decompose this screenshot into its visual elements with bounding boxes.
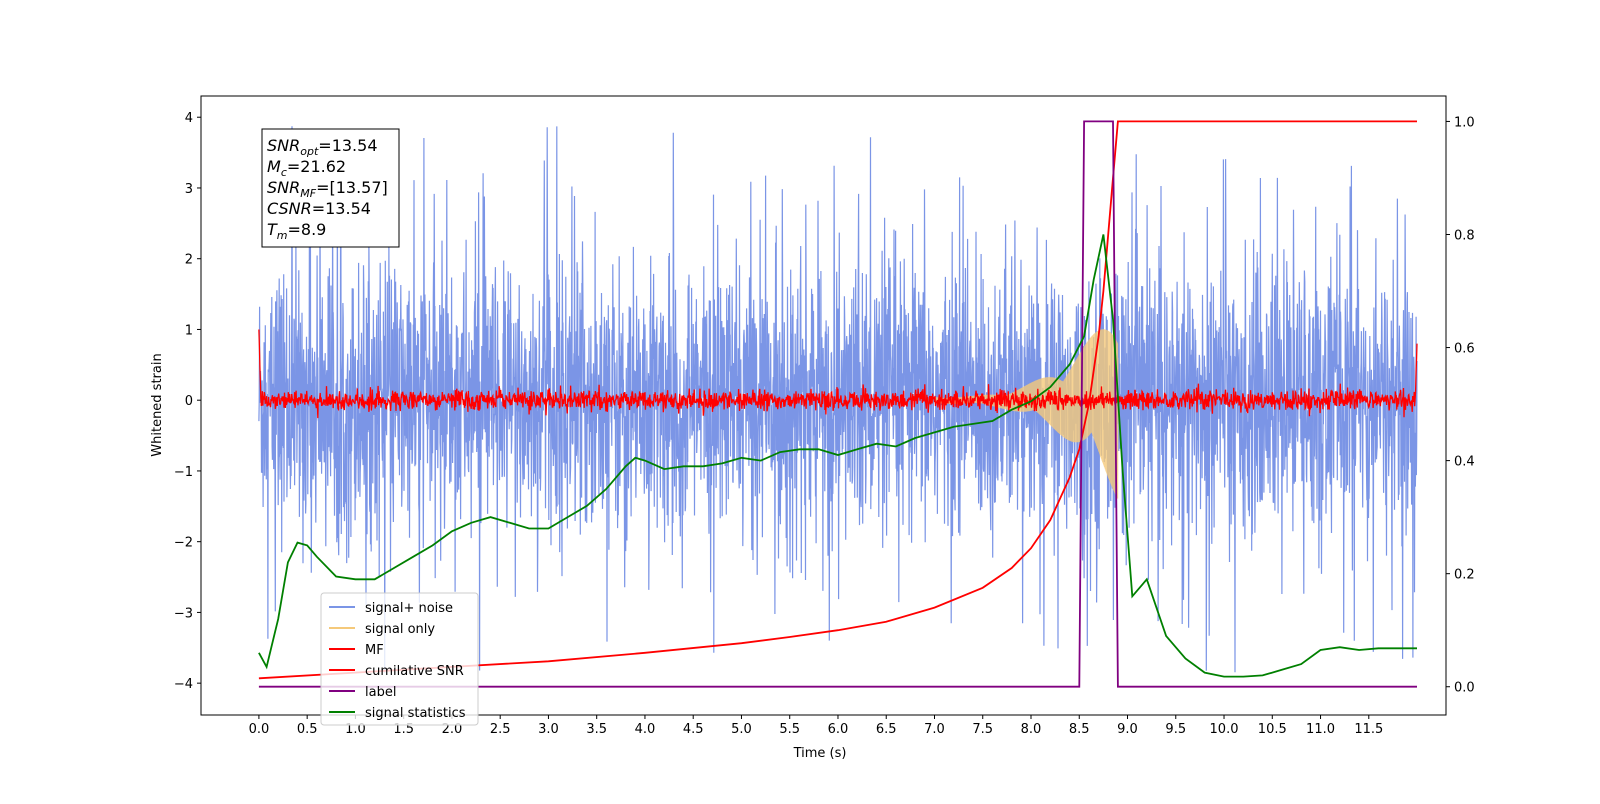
annotation-symbol: SNR <box>267 136 300 155</box>
plot-frame <box>200 95 1447 716</box>
annotation-symbol: T <box>267 220 278 239</box>
x-tick-label: 6.5 <box>876 722 897 737</box>
x-tick-label: 4.5 <box>683 722 704 737</box>
annotation-line: Tm=8.9 <box>267 220 326 242</box>
y-tick-label: −4 <box>174 677 193 692</box>
annotation-value: =21.62 <box>287 157 346 176</box>
y-right-tick-label: 0.2 <box>1454 568 1475 583</box>
annotation-line: SNRopt=13.54 <box>267 136 378 158</box>
legend: signal+ noise signal only MF cumilative SNR… <box>320 592 479 726</box>
annotation-symbol: SNR <box>267 178 300 197</box>
y-right-tick-label: 0.8 <box>1454 228 1475 243</box>
x-tick-label: 1.0 <box>345 722 366 737</box>
y-axis-title: Whitened strain <box>150 353 165 456</box>
x-tick-label: 3.0 <box>538 722 559 737</box>
legend-label-label: label <box>365 685 396 700</box>
annotation-value: =13.54 <box>312 199 371 218</box>
annotation-line: CSNR=13.54 <box>267 199 371 218</box>
y-tick-label: −1 <box>174 465 193 480</box>
y-right-tick-label: 1.0 <box>1454 115 1475 130</box>
axes-layer: 0.0 0.5 1.0 1.5 2.0 2.5 3.0 3.5 4.0 4.5 5.0 5.5 6.0 6… <box>174 111 1475 737</box>
x-tick-label: 6.0 <box>828 722 849 737</box>
x-tick-label: 2.0 <box>442 722 463 737</box>
x-tick-label: 7.5 <box>972 722 993 737</box>
annotation-line: SNRMF=[13.57] <box>267 178 388 200</box>
x-tick-label: 10.0 <box>1210 722 1239 737</box>
annotation-symbol: M <box>267 157 281 176</box>
y-tick-label: 3 <box>185 182 193 197</box>
series-mf <box>258 329 1418 419</box>
legend-frame <box>320 592 479 726</box>
annotation-frame <box>261 128 400 248</box>
x-tick-label: 8.0 <box>1021 722 1042 737</box>
y-tick-label: 0 <box>185 394 193 409</box>
x-tick-label: 8.5 <box>1069 722 1090 737</box>
x-tick-label: 7.0 <box>924 722 945 737</box>
annotation-symbol: CSNR <box>267 199 312 218</box>
legend-label-cumilative-snr: cumilative SNR <box>365 664 464 679</box>
x-axis-title: Time (s) <box>793 746 847 761</box>
x-tick-label: 1.5 <box>393 722 414 737</box>
x-tick-label: 9.0 <box>1117 722 1138 737</box>
y-tick-label: −2 <box>174 536 193 551</box>
legend-label-signal-statistics: signal statistics <box>365 706 466 721</box>
series-signal-noise <box>258 126 1418 673</box>
annotation-line: Mc=21.62 <box>267 157 346 179</box>
series-signal-statistics <box>258 234 1417 678</box>
x-tick-label: 5.0 <box>731 722 752 737</box>
annotation-value: =8.9 <box>288 220 327 239</box>
annotation-subscript: c <box>281 166 287 179</box>
legend-label-signal-noise: signal+ noise <box>365 601 453 616</box>
annotation-value: =13.54 <box>318 136 377 155</box>
annotation-subscript: m <box>277 229 288 242</box>
x-tick-label: 2.5 <box>490 722 511 737</box>
series-label <box>258 120 1417 688</box>
plot-layer <box>258 120 1418 688</box>
y-tick-label: 2 <box>185 253 193 268</box>
x-tick-label: 0.5 <box>297 722 318 737</box>
y-tick-label: −3 <box>174 606 193 621</box>
series-cumilative-snr <box>258 120 1417 680</box>
x-tick-label: 4.0 <box>635 722 656 737</box>
y-right-tick-label: 0.6 <box>1454 342 1475 357</box>
x-tick-label: 3.5 <box>586 722 607 737</box>
y-tick-label: 4 <box>185 111 193 126</box>
annotation-value: =[13.57] <box>316 178 388 197</box>
x-tick-label: 0.0 <box>249 722 270 737</box>
x-tick-label: 10.5 <box>1258 722 1287 737</box>
annotation-box: SNRopt=13.54Mc=21.62SNRMF=[13.57]CSNR=13… <box>261 128 400 248</box>
annotation-subscript: MF <box>300 187 316 200</box>
annotation-subscript: opt <box>300 145 319 158</box>
x-tick-label: 5.5 <box>779 722 800 737</box>
y-right-tick-label: 0.0 <box>1454 681 1475 696</box>
y-right-tick-label: 0.4 <box>1454 455 1475 470</box>
legend-label-signal-only: signal only <box>365 622 435 637</box>
y-tick-label: 1 <box>185 323 193 338</box>
legend-label-mf: MF <box>365 643 384 658</box>
x-tick-label: 9.5 <box>1165 722 1186 737</box>
x-tick-label: 11.0 <box>1306 722 1335 737</box>
x-tick-label: 11.5 <box>1354 722 1383 737</box>
